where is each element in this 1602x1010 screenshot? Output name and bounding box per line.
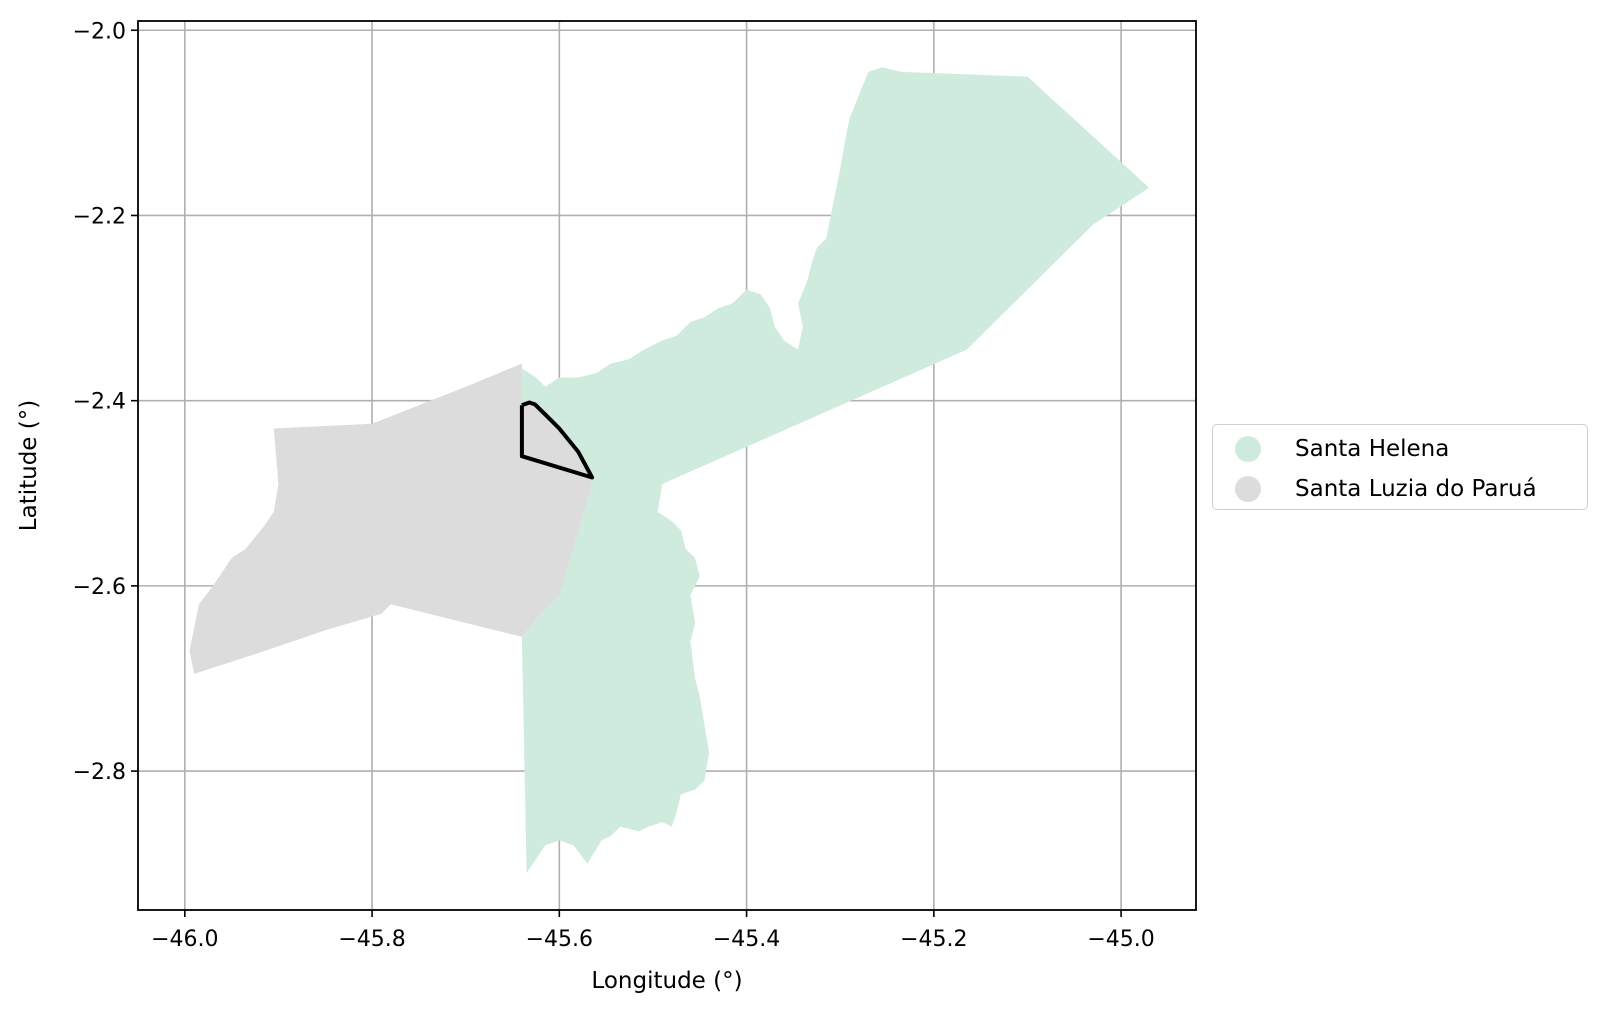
x-tick-label-5: −45.0 <box>1087 927 1154 952</box>
region-santa-helena <box>521 67 1150 874</box>
legend-marker-santa-helena <box>1235 436 1261 462</box>
x-tick-label-2: −45.6 <box>526 927 593 952</box>
x-tick-label-3: −45.4 <box>713 927 780 952</box>
y-tick-label-4: −2.8 <box>73 760 126 785</box>
y-tick-label-1: −2.2 <box>73 204 126 229</box>
legend-item-santa-helena: Santa Helena <box>1213 429 1449 469</box>
outline-polygon <box>519 400 595 480</box>
y-tick-label-3: −2.6 <box>73 575 126 600</box>
legend-marker-santa-luzia-do-parua <box>1235 476 1261 502</box>
legend: Santa Helena Santa Luzia do Paruá <box>1212 424 1588 510</box>
x-tick-label-1: −45.8 <box>338 927 405 952</box>
legend-item-santa-luzia-do-parua: Santa Luzia do Paruá <box>1213 469 1537 509</box>
region-santa-luzia-do-parua <box>189 363 593 674</box>
y-axis-label: Latitude (°) <box>16 400 42 531</box>
x-axis-label: Longitude (°) <box>591 968 742 994</box>
y-tick-label-2: −2.4 <box>73 390 126 415</box>
regions <box>189 67 1150 874</box>
y-tick-label-0: −2.0 <box>73 19 126 44</box>
axis-ticks: −46.0 −45.8 −45.6 −45.4 −45.2 −45.0 −2.0 −2.2 −2… <box>73 19 1155 952</box>
x-tick-label-0: −46.0 <box>151 927 218 952</box>
legend-label-santa-helena: Santa Helena <box>1295 436 1450 462</box>
outline-overlay <box>519 400 595 480</box>
x-tick-label-4: −45.2 <box>900 927 967 952</box>
axes-frame <box>137 20 1197 911</box>
legend-label-santa-luzia-do-parua: Santa Luzia do Paruá <box>1295 476 1537 502</box>
